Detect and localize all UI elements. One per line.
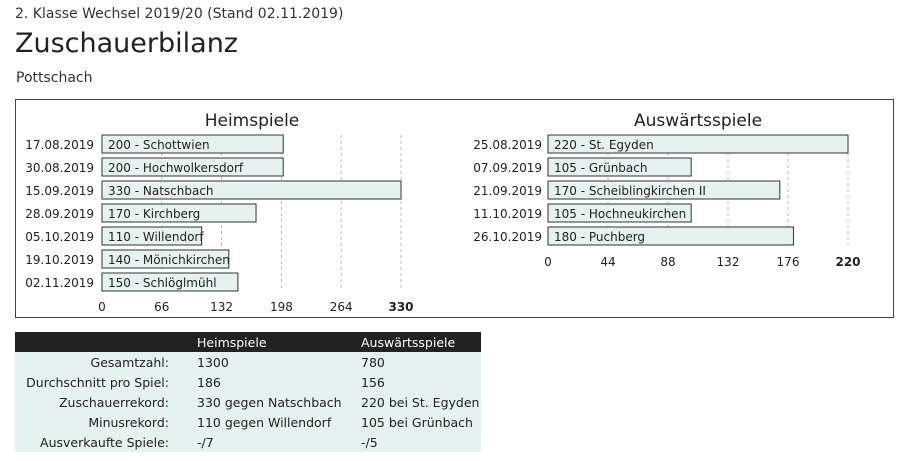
x-tick-label: 0 <box>98 300 106 314</box>
attendance-bar <box>101 226 203 246</box>
table-row: Ausverkaufte Spiele: -/7 -/5 <box>15 432 481 452</box>
match-date-label: 07.09.2019 <box>473 161 542 175</box>
bar-value-label: 105 - Grünbach <box>554 161 647 175</box>
row-away-value: 156 <box>355 372 481 392</box>
x-tick-label: 198 <box>270 300 293 314</box>
match-date-label: 05.10.2019 <box>25 230 94 244</box>
match-date-label: 30.08.2019 <box>25 161 94 175</box>
row-label: Ausverkaufte Spiele: <box>15 432 191 452</box>
match-date-label: 26.10.2019 <box>473 230 542 244</box>
attendance-bar <box>101 203 257 223</box>
table-row: Minusrekord: 110 gegen Willendorf 105 be… <box>15 412 481 432</box>
x-tick-label: 330 <box>388 300 413 314</box>
row-label: Durchschnitt pro Spiel: <box>15 372 191 392</box>
match-date-label: 11.10.2019 <box>473 207 542 221</box>
row-away-value: -/5 <box>355 432 481 452</box>
bar-value-label: 200 - Hochwolkersdorf <box>108 161 244 175</box>
row-label: Zuschauerrekord: <box>15 392 191 412</box>
row-away-value: 780 <box>355 352 481 372</box>
attendance-bar <box>101 272 239 292</box>
x-tick-label: 264 <box>330 300 353 314</box>
row-home-value: 330 gegen Natschbach <box>191 392 355 412</box>
x-tick-label: 0 <box>544 255 552 269</box>
attendance-bar <box>547 180 781 200</box>
table-row: Durchschnitt pro Spiel: 186 156 <box>15 372 481 392</box>
bar-value-label: 330 - Natschbach <box>108 184 214 198</box>
bar-value-label: 105 - Hochneukirchen <box>554 207 686 221</box>
table-row: Zuschauerrekord: 330 gegen Natschbach 22… <box>15 392 481 412</box>
attendance-bar <box>547 226 794 246</box>
attendance-bar <box>547 203 692 223</box>
x-tick-label: 132 <box>210 300 233 314</box>
bar-value-label: 140 - Mönichkirchen <box>108 253 230 267</box>
row-label: Gesamtzahl: <box>15 352 191 372</box>
bar-value-label: 180 - Puchberg <box>554 230 645 244</box>
chart-title: Heimspiele <box>205 111 300 131</box>
bar-value-label: 150 - Schlöglmühl <box>108 276 217 290</box>
x-tick-label: 66 <box>154 300 169 314</box>
match-date-label: 19.10.2019 <box>25 253 94 267</box>
attendance-bar <box>101 249 230 269</box>
match-date-label: 28.09.2019 <box>25 207 94 221</box>
attendance-charts: Heimspiele 0 66 132 198 264 330 17.08.2019 200 -… <box>25 111 860 314</box>
x-tick-label: 88 <box>660 255 675 269</box>
row-home-value: 186 <box>191 372 355 392</box>
x-tick-label: 220 <box>835 255 860 269</box>
bar-value-label: 110 - Willendorf <box>108 230 204 244</box>
row-home-value: 110 gegen Willendorf <box>191 412 355 432</box>
table-header-row: Heimspiele Auswärtsspiele <box>15 332 481 352</box>
page-title: Zuschauerbilanz <box>15 28 238 59</box>
x-tick-label: 176 <box>777 255 800 269</box>
bar-value-label: 220 - St. Egyden <box>554 138 654 152</box>
row-away-value: 105 bei Grünbach <box>355 412 481 432</box>
table-header-away: Auswärtsspiele <box>355 332 481 352</box>
attendance-bar <box>547 157 692 177</box>
attendance-bar <box>101 157 284 177</box>
bar-value-label: 170 - Scheiblingkirchen II <box>554 184 706 198</box>
attendance-chart-panel: Heimspiele 0 66 132 198 264 330 17.08.2019 200 -… <box>15 99 894 318</box>
league-season-label: 2. Klasse Wechsel 2019/20 (Stand 02.11.2… <box>15 6 344 22</box>
row-home-value: -/7 <box>191 432 355 452</box>
attendance-bar <box>547 134 849 154</box>
bar-value-label: 200 - Schottwien <box>108 138 210 152</box>
table-header-label <box>15 332 191 352</box>
bar-value-label: 170 - Kirchberg <box>108 207 200 221</box>
table-header-home: Heimspiele <box>191 332 355 352</box>
team-name: Pottschach <box>16 70 93 86</box>
row-home-value: 1300 <box>191 352 355 372</box>
row-away-value: 220 bei St. Egyden <box>355 392 481 412</box>
row-label: Minusrekord: <box>15 412 191 432</box>
attendance-bar <box>101 134 284 154</box>
x-tick-label: 44 <box>600 255 615 269</box>
attendance-bar <box>101 180 402 200</box>
x-tick-label: 132 <box>717 255 740 269</box>
attendance-summary-table: Heimspiele Auswärtsspiele Gesamtzahl: 13… <box>15 332 481 452</box>
match-date-label: 02.11.2019 <box>25 276 94 290</box>
table-row: Gesamtzahl: 1300 780 <box>15 352 481 372</box>
match-date-label: 17.08.2019 <box>25 138 94 152</box>
chart-title: Auswärtsspiele <box>634 111 762 131</box>
match-date-label: 25.08.2019 <box>473 138 542 152</box>
match-date-label: 15.09.2019 <box>25 184 94 198</box>
match-date-label: 21.09.2019 <box>473 184 542 198</box>
